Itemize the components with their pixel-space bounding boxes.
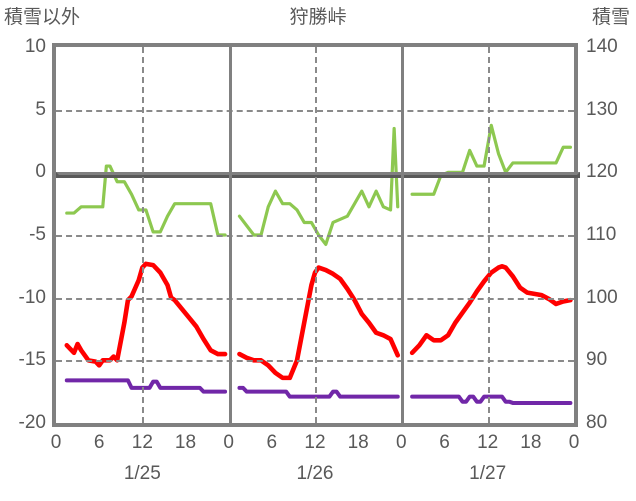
x-tick-label: 0 [50,432,62,453]
left-tick-label: 0 [35,161,46,183]
right-tick-label: 90 [586,349,608,371]
gridline-vertical [142,47,145,423]
series-line-地温 [237,385,400,399]
left-tick-label: -10 [18,286,46,308]
gridline-day-boundary [228,47,232,423]
left-tick-label: -20 [18,412,46,433]
left-tick-label: -15 [18,349,46,371]
right-tick-label: 100 [586,286,618,308]
right-tick-label: 110 [586,224,617,245]
x-tick-label: 18 [520,432,542,453]
plot-area [52,43,580,427]
x-tick-label: 6 [93,432,105,453]
x-tick-label: 18 [174,432,197,453]
day-label: 1/25 [123,463,161,484]
x-tick-label: 12 [304,432,326,453]
left-tick-label: 10 [24,36,46,57]
day-label: 1/26 [296,463,334,484]
left-axis-title: 積雪以外 [4,7,81,28]
right-tick-label: 140 [586,36,618,57]
left-tick-label: 5 [35,98,46,120]
series-line-地温 [410,394,573,405]
x-tick-label: 6 [439,432,450,453]
x-tick-label: 0 [568,432,580,453]
right-axis-title: 積雪 [591,7,630,28]
page-title: 狩勝峠 [289,7,347,28]
gridline-day-boundary [401,47,405,423]
gridline-vertical [487,47,490,423]
series-line-気温 [64,261,228,368]
x-tick-label: 0 [223,432,234,453]
series-line-気温 [409,264,573,356]
series-line-地温 [64,378,228,394]
series-line-積雪 [237,126,400,246]
day-label: 1/27 [469,463,507,484]
x-tick-label: 12 [131,432,153,453]
right-tick-label: 80 [586,412,608,433]
right-tick-label: 130 [586,98,618,120]
x-tick-label: 6 [266,432,278,453]
series-line-積雪 [410,123,573,196]
right-tick-label: 120 [586,161,618,183]
gridline-horizontal [56,172,580,179]
x-tick-label: 18 [347,432,369,453]
gridline-vertical [315,47,317,423]
left-tick-label: -5 [29,224,46,245]
x-tick-label: 0 [396,432,407,453]
x-tick-label: 12 [477,432,499,453]
